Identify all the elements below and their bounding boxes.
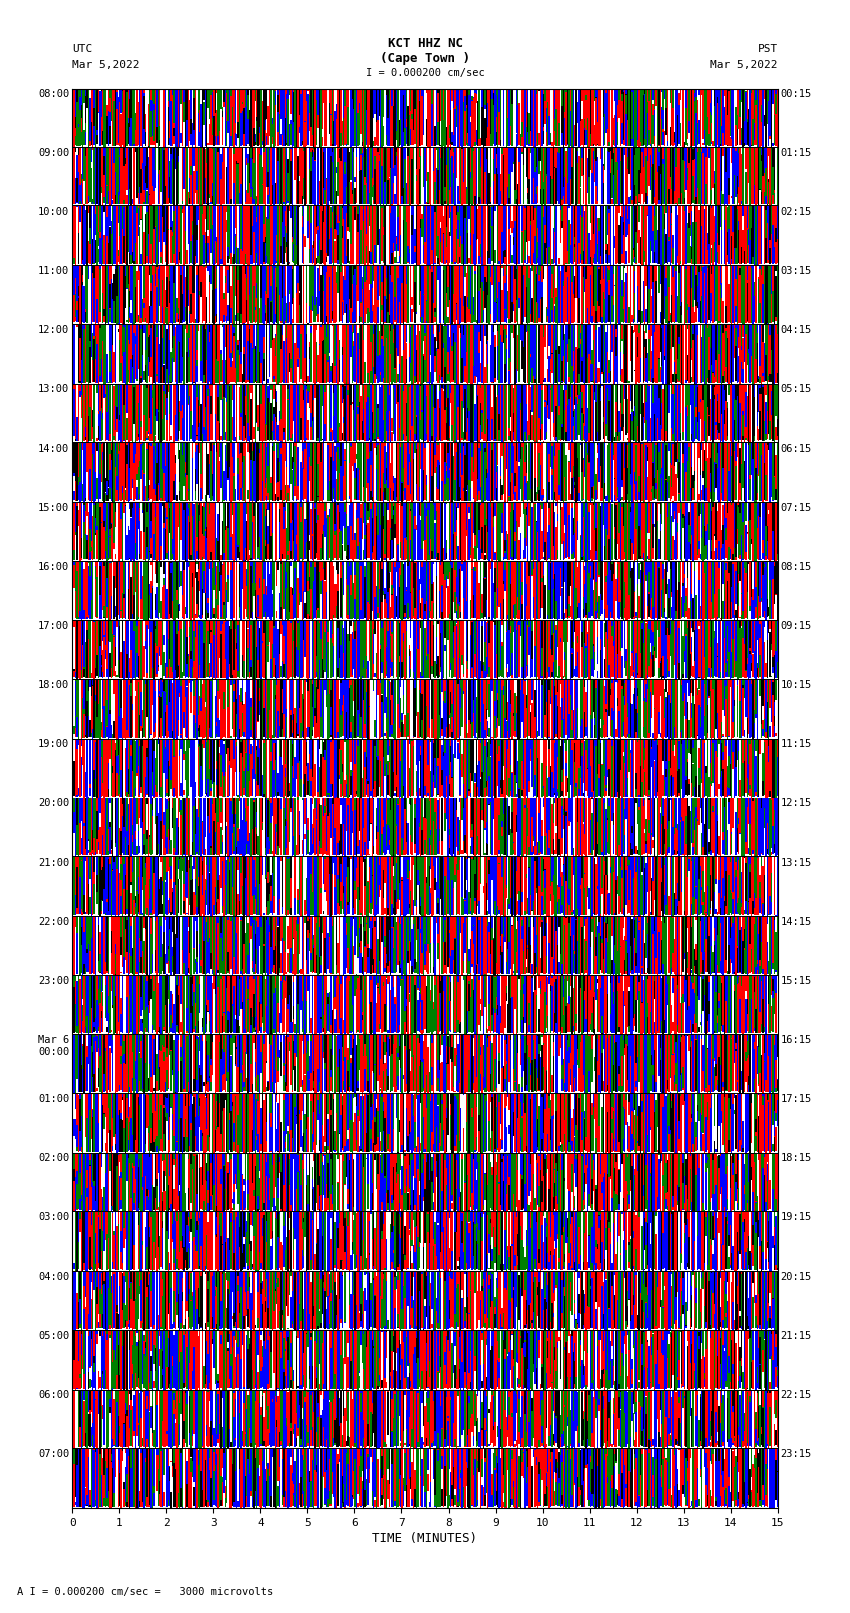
Text: 06:00: 06:00 xyxy=(38,1390,70,1400)
Text: 06:15: 06:15 xyxy=(780,444,812,453)
Text: 22:00: 22:00 xyxy=(38,916,70,927)
Text: 04:00: 04:00 xyxy=(38,1271,70,1282)
Text: 20:00: 20:00 xyxy=(38,798,70,808)
Text: 14:00: 14:00 xyxy=(38,444,70,453)
Text: 11:15: 11:15 xyxy=(780,739,812,750)
Text: 00:15: 00:15 xyxy=(780,89,812,98)
Text: 23:15: 23:15 xyxy=(780,1448,812,1460)
Text: 10:15: 10:15 xyxy=(780,681,812,690)
Text: 08:00: 08:00 xyxy=(38,89,70,98)
Text: 05:00: 05:00 xyxy=(38,1331,70,1340)
Text: 02:00: 02:00 xyxy=(38,1153,70,1163)
Text: 14:15: 14:15 xyxy=(780,916,812,927)
Text: 17:15: 17:15 xyxy=(780,1094,812,1105)
Text: 13:15: 13:15 xyxy=(780,858,812,868)
Text: 18:00: 18:00 xyxy=(38,681,70,690)
Text: 03:15: 03:15 xyxy=(780,266,812,276)
Text: 16:15: 16:15 xyxy=(780,1036,812,1045)
Text: 12:00: 12:00 xyxy=(38,326,70,336)
Text: 20:15: 20:15 xyxy=(780,1271,812,1282)
Text: 21:00: 21:00 xyxy=(38,858,70,868)
Text: UTC: UTC xyxy=(72,44,93,53)
Text: PST: PST xyxy=(757,44,778,53)
Text: KCT HHZ NC: KCT HHZ NC xyxy=(388,37,462,50)
Text: Mar 6
00:00: Mar 6 00:00 xyxy=(38,1036,70,1057)
Text: 15:00: 15:00 xyxy=(38,503,70,513)
Text: 11:00: 11:00 xyxy=(38,266,70,276)
Text: 22:15: 22:15 xyxy=(780,1390,812,1400)
Text: 23:00: 23:00 xyxy=(38,976,70,986)
Text: 16:00: 16:00 xyxy=(38,561,70,573)
Text: 01:00: 01:00 xyxy=(38,1094,70,1105)
Text: 15:15: 15:15 xyxy=(780,976,812,986)
Text: 12:15: 12:15 xyxy=(780,798,812,808)
Text: Mar 5,2022: Mar 5,2022 xyxy=(711,60,778,69)
Text: 07:15: 07:15 xyxy=(780,503,812,513)
Text: 03:00: 03:00 xyxy=(38,1213,70,1223)
Text: 09:00: 09:00 xyxy=(38,148,70,158)
Text: Mar 5,2022: Mar 5,2022 xyxy=(72,60,139,69)
X-axis label: TIME (MINUTES): TIME (MINUTES) xyxy=(372,1532,478,1545)
Text: 04:15: 04:15 xyxy=(780,326,812,336)
Text: 17:00: 17:00 xyxy=(38,621,70,631)
Text: 07:00: 07:00 xyxy=(38,1448,70,1460)
Text: 09:15: 09:15 xyxy=(780,621,812,631)
Text: 13:00: 13:00 xyxy=(38,384,70,395)
Text: 10:00: 10:00 xyxy=(38,206,70,218)
Text: A I = 0.000200 cm/sec =   3000 microvolts: A I = 0.000200 cm/sec = 3000 microvolts xyxy=(17,1587,273,1597)
Text: 21:15: 21:15 xyxy=(780,1331,812,1340)
Text: 19:00: 19:00 xyxy=(38,739,70,750)
Text: 05:15: 05:15 xyxy=(780,384,812,395)
Text: 01:15: 01:15 xyxy=(780,148,812,158)
Text: 18:15: 18:15 xyxy=(780,1153,812,1163)
Text: (Cape Town ): (Cape Town ) xyxy=(380,52,470,65)
Text: I = 0.000200 cm/sec: I = 0.000200 cm/sec xyxy=(366,68,484,77)
Text: 08:15: 08:15 xyxy=(780,561,812,573)
Text: 19:15: 19:15 xyxy=(780,1213,812,1223)
Text: 02:15: 02:15 xyxy=(780,206,812,218)
